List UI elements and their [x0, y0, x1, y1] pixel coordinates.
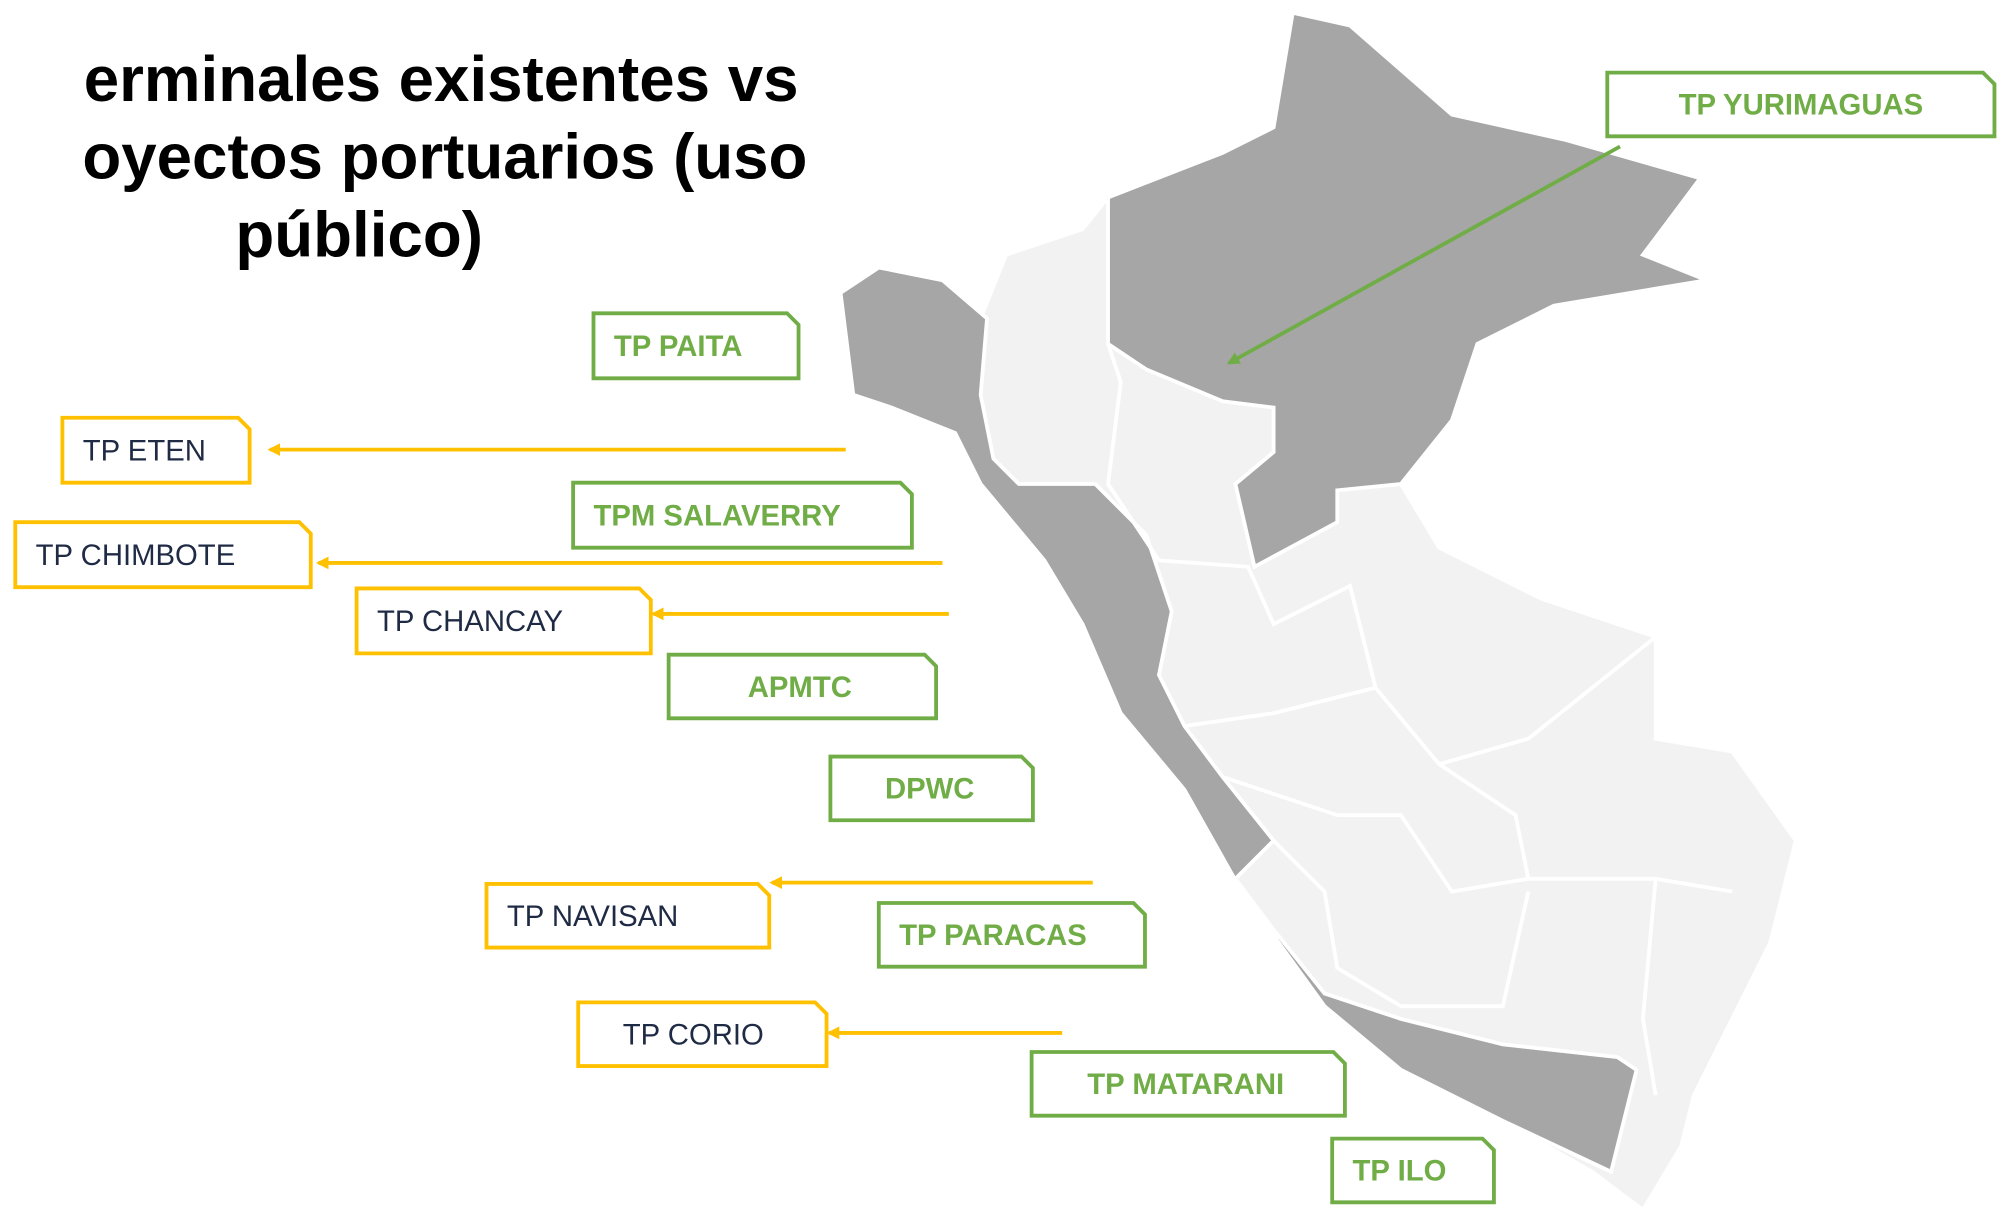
label-text: TPM SALAVERRY [593, 499, 841, 532]
label-text: TP PARACAS [899, 919, 1087, 952]
label-text: TP CHIMBOTE [36, 539, 236, 572]
label-box [666, 652, 939, 721]
title-line: erminales existentes vs [84, 44, 799, 115]
title-line: oyectos portuarios (uso [82, 122, 807, 193]
loreto-region [1106, 10, 1714, 570]
label-box [1330, 1136, 1496, 1205]
label-text: TP ILO [1353, 1155, 1447, 1188]
label-box [1029, 1050, 1347, 1118]
title-line: público) [235, 199, 483, 270]
label-text: DPWC [885, 773, 974, 806]
label-text: TP NAVISAN [507, 900, 678, 933]
label-box [13, 520, 313, 590]
label-text: TP CHANCAY [377, 605, 563, 638]
label-box [571, 480, 914, 550]
label-box [828, 754, 1035, 823]
label-box [591, 311, 801, 381]
label-box [484, 881, 772, 950]
label-box [60, 415, 252, 485]
label-box [576, 1000, 829, 1068]
coastal-regions [838, 265, 1639, 1175]
label-text: TP CORIO [623, 1018, 764, 1051]
arrow [1226, 144, 1621, 365]
label-text: TP PAITA [614, 330, 743, 363]
label-text: TP ETEN [83, 435, 206, 468]
peru-map [838, 10, 1798, 1213]
label-box [354, 586, 653, 656]
label-box [1605, 70, 1997, 139]
label-text: TP YURIMAGUAS [1679, 89, 1924, 122]
region-borders [1106, 343, 1733, 1096]
label-text: TP MATARANI [1087, 1068, 1284, 1101]
label-text: APMTC [748, 671, 852, 704]
label-box [876, 901, 1147, 969]
